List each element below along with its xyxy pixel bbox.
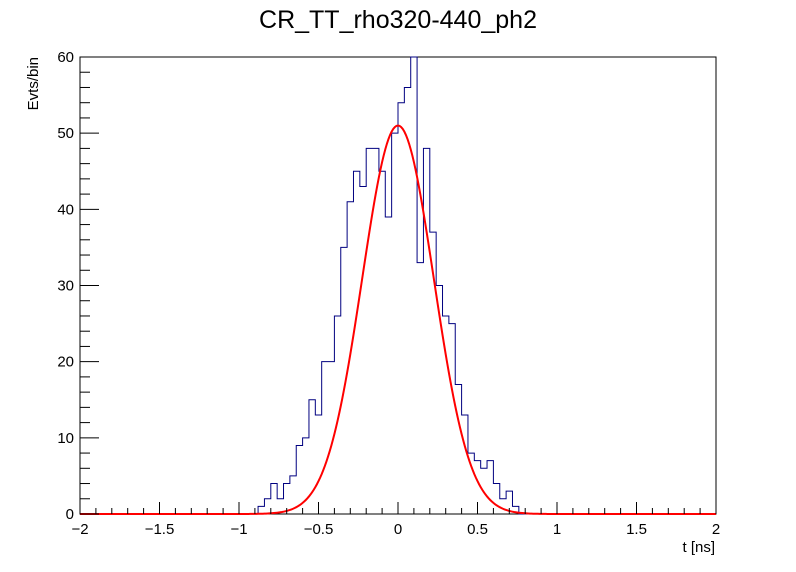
x-tick-label: 0: [394, 521, 402, 538]
x-axis-label: t [ns]: [682, 539, 715, 556]
x-tick-label: −0.5: [304, 521, 334, 538]
y-tick-label: 20: [57, 354, 74, 371]
y-tick-label: 10: [57, 430, 74, 447]
fit-layer: [80, 124, 716, 515]
x-tick-label: −1: [230, 521, 247, 538]
gaussian-fit-curve: [80, 124, 716, 515]
x-tick-label: 1: [553, 521, 561, 538]
x-tick-label: −1.5: [145, 521, 175, 538]
x-tick-label: 1.5: [626, 521, 647, 538]
y-tick-label: 60: [57, 49, 74, 66]
x-tick-label: −2: [71, 521, 88, 538]
y-tick-label: 50: [57, 125, 74, 142]
x-tick-label: 2: [712, 521, 720, 538]
chart-title: CR_TT_rho320-440_ph2: [259, 6, 537, 34]
y-tick-label: 40: [57, 201, 74, 218]
y-tick-label: 30: [57, 278, 74, 295]
x-tick-label: 0.5: [467, 521, 488, 538]
y-tick-label: 0: [66, 506, 74, 523]
y-axis-label: Evts/bin: [25, 57, 42, 110]
